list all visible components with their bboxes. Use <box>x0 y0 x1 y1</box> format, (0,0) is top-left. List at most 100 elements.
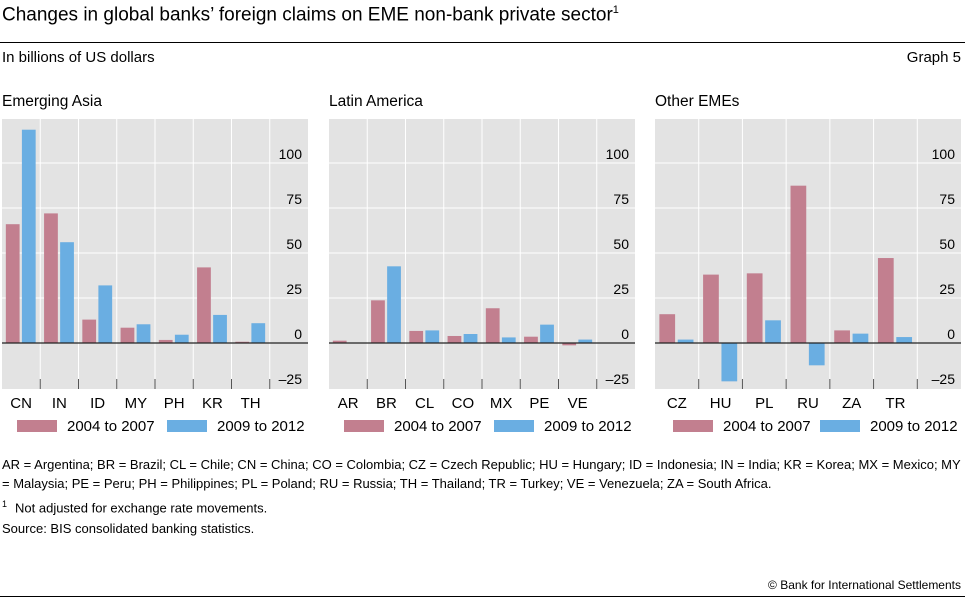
bar-MY-2 <box>136 324 151 343</box>
legend-item: 2009 to 2012 <box>494 418 632 435</box>
bar-PL-2 <box>765 320 781 343</box>
legend-label: 2009 to 2012 <box>870 418 958 435</box>
bar-chart-2: CZ HU PL RU ZA TR 100 75 50 25 0 –25 <box>655 119 961 412</box>
y-tick-label: 100 <box>279 146 303 162</box>
y-tick-label: 25 <box>286 281 302 297</box>
title-text: Changes in global banks’ foreign claims … <box>2 4 613 26</box>
bar-CZ-1 <box>659 314 676 343</box>
chart-title: Changes in global banks’ foreign claims … <box>2 4 619 26</box>
y-tick-label: –25 <box>279 371 303 387</box>
bar-HU-1 <box>703 274 719 343</box>
plot-background <box>655 119 961 389</box>
y-tick-label: –25 <box>606 371 630 387</box>
panel-title: Latin America <box>329 93 423 110</box>
bar-CN-2 <box>21 129 36 343</box>
bar-VE-1 <box>562 343 577 346</box>
legend-item: 2004 to 2007 <box>17 418 155 435</box>
bar-AR-1 <box>332 340 347 343</box>
bar-RU-2 <box>808 343 825 366</box>
y-tick-label: 0 <box>294 326 302 342</box>
panel-title: Other EMEs <box>655 93 740 110</box>
bar-IN-2 <box>60 242 74 343</box>
legend-item: 2009 to 2012 <box>820 418 958 435</box>
bar-chart-0: CN IN ID MY PH KR TH 100 75 50 25 0 –25 <box>2 119 308 412</box>
legend-item: 2004 to 2007 <box>673 418 811 435</box>
x-tick-label: PE <box>529 395 549 412</box>
legend-swatch <box>820 420 860 432</box>
bar-ZA-2 <box>852 333 869 343</box>
legend-label: 2004 to 2007 <box>723 418 811 435</box>
bar-ZA-1 <box>834 330 850 343</box>
legend-label: 2004 to 2007 <box>67 418 155 435</box>
legend-label: 2009 to 2012 <box>544 418 632 435</box>
bar-TH-1 <box>235 341 250 343</box>
bar-PH-2 <box>174 334 189 343</box>
x-tick-label: CN <box>10 395 32 412</box>
legend-item: 2004 to 2007 <box>344 418 482 435</box>
y-tick-label: 25 <box>613 281 629 297</box>
x-tick-label: CL <box>415 395 434 412</box>
bar-MY-1 <box>120 327 135 343</box>
panel-title: Emerging Asia <box>2 93 102 110</box>
x-tick-label: HU <box>710 395 732 412</box>
x-tick-label: ID <box>90 395 105 412</box>
copyright: © Bank for International Settlements <box>768 578 961 592</box>
y-tick-label: 0 <box>621 326 629 342</box>
y-tick-label: –25 <box>932 371 956 387</box>
legend-swatch <box>344 420 384 432</box>
y-tick-label: 50 <box>613 236 629 252</box>
x-tick-label: MY <box>125 395 148 412</box>
legend-swatch <box>494 420 534 432</box>
bar-TR-2 <box>896 337 913 343</box>
bar-KR-1 <box>197 267 211 343</box>
x-tick-label: CZ <box>667 395 687 412</box>
bar-PE-1 <box>524 336 538 343</box>
bar-PH-1 <box>158 339 173 343</box>
x-tick-label: ZA <box>842 395 861 412</box>
bar-BR-1 <box>371 300 385 343</box>
bar-ID-1 <box>82 319 97 343</box>
bar-BR-2 <box>387 266 401 343</box>
x-tick-label: RU <box>797 395 819 412</box>
bottom-rule <box>0 596 965 597</box>
x-tick-label: KR <box>202 395 223 412</box>
bar-CL-2 <box>425 330 440 343</box>
x-tick-label: AR <box>338 395 359 412</box>
legend-item: 2009 to 2012 <box>167 418 305 435</box>
bar-CL-1 <box>409 330 424 343</box>
y-tick-label: 75 <box>613 191 629 207</box>
bar-MX-2 <box>501 337 516 343</box>
x-tick-label: MX <box>490 395 513 412</box>
bar-TR-1 <box>877 258 894 343</box>
bar-PE-2 <box>540 324 554 343</box>
bar-CZ-2 <box>677 339 694 343</box>
bar-TH-2 <box>251 323 266 343</box>
y-tick-label: 100 <box>932 146 956 162</box>
x-tick-label: CO <box>452 395 475 412</box>
x-tick-label: IN <box>52 395 67 412</box>
abbreviations-note: AR = Argentina; BR = Brazil; CL = Chile;… <box>2 457 961 491</box>
y-tick-label: 25 <box>939 281 955 297</box>
bar-chart-1: AR BR CL CO MX PE VE 100 75 50 25 0 –25 <box>329 119 635 412</box>
y-tick-label: 50 <box>286 236 302 252</box>
bar-HU-2 <box>721 343 738 382</box>
bar-IN-1 <box>44 213 58 343</box>
title-rule <box>0 42 965 43</box>
bar-CN-1 <box>5 224 20 343</box>
title-footnote-marker: 1 <box>612 4 619 16</box>
bar-MX-1 <box>485 308 500 343</box>
bar-CO-2 <box>463 334 478 343</box>
footnote-text: Not adjusted for exchange rate movements… <box>15 500 268 516</box>
x-tick-label: TH <box>241 395 261 412</box>
notes-block: AR = Argentina; BR = Brazil; CL = Chile;… <box>2 455 962 540</box>
legend-label: 2004 to 2007 <box>394 418 482 435</box>
bar-PL-1 <box>746 273 763 343</box>
legend-swatch <box>17 420 57 432</box>
x-tick-label: BR <box>376 395 397 412</box>
bar-CO-1 <box>447 335 462 343</box>
bar-RU-1 <box>790 185 807 343</box>
legend-swatch <box>673 420 713 432</box>
y-tick-label: 0 <box>947 326 955 342</box>
legend-label: 2009 to 2012 <box>217 418 305 435</box>
